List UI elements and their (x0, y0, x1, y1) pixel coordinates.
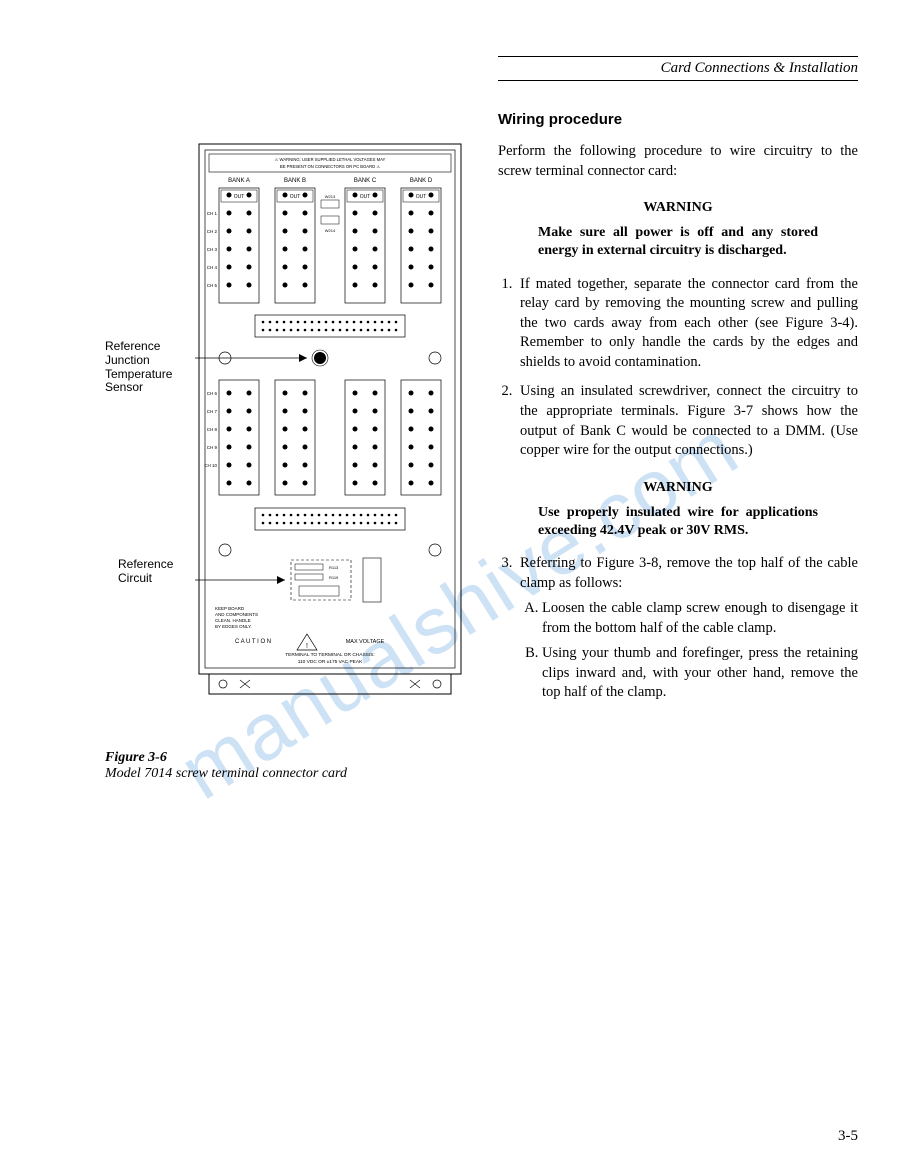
svg-text:CH 4: CH 4 (207, 265, 218, 270)
svg-text:OUT: OUT (360, 194, 371, 200)
svg-text:BANK B: BANK B (284, 178, 306, 184)
header-rule-top (498, 56, 858, 57)
svg-text:R119: R119 (329, 575, 339, 580)
svg-text:TERMINAL TO TERMINAL OR CHASSI: TERMINAL TO TERMINAL OR CHASSIS: (285, 652, 374, 658)
svg-text:CH 10: CH 10 (204, 463, 217, 468)
header-rule-bottom (498, 80, 858, 81)
intro-paragraph: Perform the following procedure to wire … (498, 142, 858, 181)
warning-title-2: WARNING (538, 479, 818, 498)
svg-text:W214: W214 (325, 228, 336, 233)
substep-b: Using your thumb and forefinger, press t… (542, 644, 858, 703)
svg-text:BANK A: BANK A (228, 178, 250, 184)
step-1: If mated together, separate the connecto… (516, 275, 858, 373)
svg-text:CLEAN. HANDLE: CLEAN. HANDLE (215, 618, 251, 623)
svg-text:KEEP BOARD: KEEP BOARD (215, 606, 245, 611)
svg-text:OUT: OUT (234, 194, 245, 200)
svg-text:CH 3: CH 3 (207, 247, 218, 252)
svg-text:!: ! (306, 643, 308, 650)
figure-number: Figure 3-6 (105, 750, 445, 766)
running-head: Card Connections & Installation (661, 60, 858, 77)
svg-text:MAX VOLTAGE: MAX VOLTAGE (346, 639, 385, 645)
svg-text:BY EDGES ONLY.: BY EDGES ONLY. (215, 624, 252, 629)
callout-ref-circuit: ReferenceCircuit (118, 558, 173, 586)
svg-text:CH 5: CH 5 (207, 283, 218, 288)
step-2: Using an insulated screwdriver, connect … (516, 382, 858, 460)
warning-block-2: WARNING Use properly insulated wire for … (538, 479, 818, 540)
svg-text:W213: W213 (325, 194, 336, 199)
svg-text:CH 9: CH 9 (207, 445, 218, 450)
callout-ref-junction: ReferenceJunctionTemperatureSensor (105, 340, 172, 395)
board-diagram: ⚠ WARNING: USER SUPPLIED LETHAL VOLTAGES… (195, 140, 465, 700)
section-title: Wiring procedure (498, 110, 858, 130)
svg-text:CH 6: CH 6 (207, 391, 218, 396)
step-3: Referring to Figure 3-8, remove the top … (516, 554, 858, 703)
svg-text:CH 8: CH 8 (207, 427, 218, 432)
svg-text:OUT: OUT (416, 194, 427, 200)
content-column: Wiring procedure Perform the following p… (498, 110, 858, 713)
warning-text-1: Make sure all power is off and any store… (538, 224, 818, 260)
svg-text:C A U T I O N: C A U T I O N (235, 639, 271, 645)
warning-title-1: WARNING (538, 199, 818, 218)
svg-text:CH 7: CH 7 (207, 409, 218, 414)
svg-text:BE PRESENT ON CONNECTORS OR PC: BE PRESENT ON CONNECTORS OR PC BOARD ⚠ (280, 164, 380, 169)
svg-text:BANK D: BANK D (410, 178, 433, 184)
substep-list: Loosen the cable clamp screw enough to d… (542, 599, 858, 703)
svg-text:CH 1: CH 1 (207, 211, 218, 216)
svg-text:⚠ WARNING: USER SUPPLIED LETHA: ⚠ WARNING: USER SUPPLIED LETHAL VOLTAGES… (275, 157, 386, 162)
svg-text:R113: R113 (329, 565, 339, 570)
procedure-list: If mated together, separate the connecto… (516, 275, 858, 461)
warning-block-1: WARNING Make sure all power is off and a… (538, 199, 818, 260)
svg-text:OUT: OUT (290, 194, 301, 200)
page-number: 3-5 (838, 1128, 858, 1145)
procedure-list-cont: Referring to Figure 3-8, remove the top … (516, 554, 858, 703)
svg-text:BANK C: BANK C (354, 178, 377, 184)
figure-caption: Figure 3-6 Model 7014 screw terminal con… (105, 750, 445, 782)
svg-text:110 VDC OR ±175 VAC PEAK: 110 VDC OR ±175 VAC PEAK (298, 659, 363, 665)
warning-text-2: Use properly insulated wire for applicat… (538, 504, 818, 540)
substep-a: Loosen the cable clamp screw enough to d… (542, 599, 858, 638)
step-3-text: Referring to Figure 3-8, remove the top … (520, 555, 858, 591)
figure-title: Model 7014 screw terminal connector card (105, 766, 445, 782)
svg-text:CH 2: CH 2 (207, 229, 218, 234)
svg-text:AND COMPONENTS: AND COMPONENTS (215, 612, 258, 617)
